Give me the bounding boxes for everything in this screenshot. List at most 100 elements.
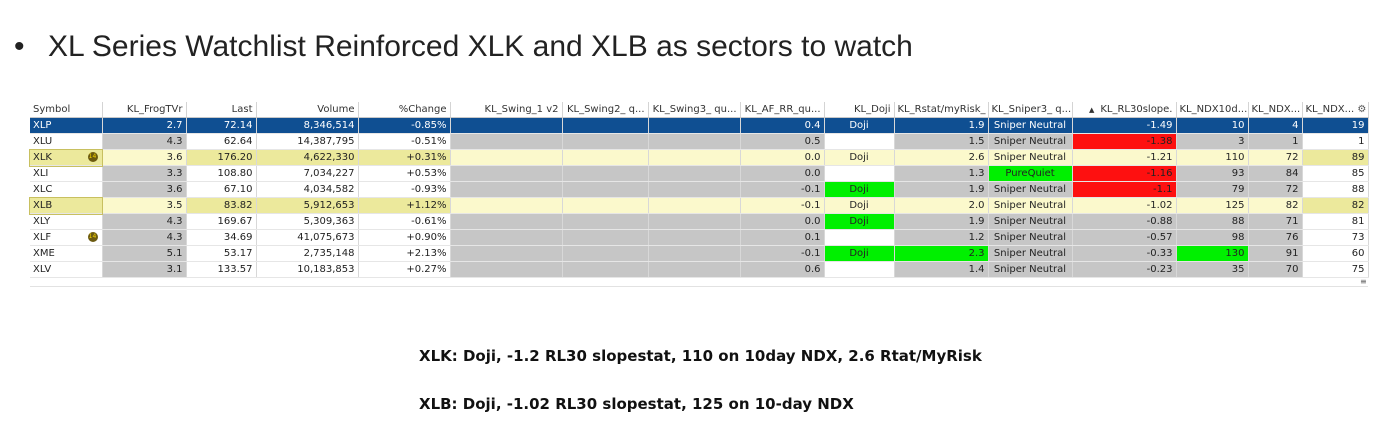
swing3-cell[interactable] [648, 181, 741, 198]
rl30-cell[interactable]: -1.16 [1072, 165, 1177, 182]
rl30-cell[interactable]: -0.23 [1072, 261, 1177, 278]
change-cell[interactable]: +0.31% [358, 149, 451, 166]
doji-cell[interactable]: Doji [824, 117, 895, 134]
symbol-cell[interactable]: XLB [29, 196, 103, 215]
doji-cell[interactable]: Doji [824, 181, 895, 198]
volume-cell[interactable]: 4,034,582 [256, 181, 359, 198]
sniper-cell[interactable]: Sniper Neutral [988, 213, 1073, 230]
col-header-change[interactable]: %Change [358, 102, 451, 118]
swing2-cell[interactable] [562, 181, 649, 198]
swing3-cell[interactable] [648, 133, 741, 150]
swing3-cell[interactable] [648, 229, 741, 246]
col-header-swing1[interactable]: KL_Swing_1 v2 [450, 102, 563, 118]
afrr-cell[interactable]: 0.0 [740, 149, 825, 166]
change-cell[interactable]: +0.27% [358, 261, 451, 278]
swing3-cell[interactable] [648, 261, 741, 278]
change-cell[interactable]: +0.53% [358, 165, 451, 182]
last-cell[interactable]: 72.14 [186, 117, 257, 134]
frogtvr-cell[interactable]: 2.7 [102, 117, 187, 134]
rl30-cell[interactable]: -0.88 [1072, 213, 1177, 230]
swing1-cell[interactable] [450, 181, 563, 198]
scroll-grip-icon[interactable]: ≡ [1360, 277, 1367, 286]
col-header-doji[interactable]: KL_Doji [824, 102, 895, 118]
last-cell[interactable]: 108.80 [186, 165, 257, 182]
change-cell[interactable]: -0.85% [358, 117, 451, 134]
rstat-cell[interactable]: 2.6 [894, 149, 989, 166]
doji-cell[interactable]: Doji [824, 245, 895, 262]
ndxa-cell[interactable]: 70 [1248, 261, 1303, 278]
swing3-cell[interactable] [648, 165, 741, 182]
rstat-cell[interactable]: 2.0 [894, 197, 989, 214]
ndx10-cell[interactable]: 88 [1176, 213, 1249, 230]
ndx10-cell[interactable]: 125 [1176, 197, 1249, 214]
alert-badge-icon[interactable]: 14 [87, 152, 98, 162]
table-row[interactable]: XLI 3.3 108.80 7,034,227 +0.53% 0.0 1.3 PureQui… [30, 165, 1369, 182]
ndxb-cell[interactable]: 82 [1302, 197, 1369, 214]
last-cell[interactable]: 176.20 [186, 149, 257, 166]
rstat-cell[interactable]: 1.2 [894, 229, 989, 246]
swing3-cell[interactable] [648, 197, 741, 214]
rstat-cell[interactable]: 1.9 [894, 213, 989, 230]
rstat-cell[interactable]: 1.4 [894, 261, 989, 278]
ndxa-cell[interactable]: 72 [1248, 181, 1303, 198]
ndxa-cell[interactable]: 72 [1248, 149, 1303, 166]
symbol-cell[interactable]: XLV [30, 261, 103, 278]
ndxa-cell[interactable]: 91 [1248, 245, 1303, 262]
col-header-afrr[interactable]: KL_AF_RR_qu... [740, 102, 825, 118]
swing3-cell[interactable] [648, 149, 741, 166]
swing3-cell[interactable] [648, 245, 741, 262]
frogtvr-cell[interactable]: 3.1 [102, 261, 187, 278]
last-cell[interactable]: 133.57 [186, 261, 257, 278]
swing1-cell[interactable] [450, 229, 563, 246]
ndx10-cell[interactable]: 10 [1176, 117, 1249, 134]
gear-icon[interactable]: ⚙ [1357, 104, 1367, 115]
last-cell[interactable]: 67.10 [186, 181, 257, 198]
col-header-volume[interactable]: Volume [256, 102, 359, 118]
swing3-cell[interactable] [648, 213, 741, 230]
col-header-ndxa[interactable]: KL_NDX... [1248, 102, 1303, 118]
swing1-cell[interactable] [450, 213, 563, 230]
doji-cell[interactable]: Doji [824, 149, 895, 166]
sniper-cell[interactable]: Sniper Neutral [988, 181, 1073, 198]
change-cell[interactable]: -0.51% [358, 133, 451, 150]
symbol-cell[interactable]: XLC [30, 181, 103, 198]
afrr-cell[interactable]: 0.5 [740, 133, 825, 150]
table-row[interactable]: XLB 3.5 83.82 5,912,653 +1.12% -0.1 Doji 2.0 Sni… [29, 196, 1369, 215]
symbol-cell[interactable]: XLP [30, 117, 103, 134]
frogtvr-cell[interactable]: 4.3 [102, 133, 187, 150]
swing2-cell[interactable] [562, 213, 649, 230]
ndxa-cell[interactable]: 84 [1248, 165, 1303, 182]
ndx10-cell[interactable]: 93 [1176, 165, 1249, 182]
table-row[interactable]: XLF 14 4.3 34.69 41,075,673 +0.90% 0.1 1.2 Snipe… [30, 229, 1369, 246]
col-header-ndx10[interactable]: KL_NDX10d... [1176, 102, 1249, 118]
table-row[interactable]: XLU 4.3 62.64 14,387,795 -0.51% 0.5 1.5 Sniper … [30, 133, 1369, 150]
afrr-cell[interactable]: -0.1 [740, 197, 825, 214]
sniper-cell[interactable]: Sniper Neutral [988, 229, 1073, 246]
afrr-cell[interactable]: 0.1 [740, 229, 825, 246]
ndxa-cell[interactable]: 4 [1248, 117, 1303, 134]
col-header-ndxb[interactable]: KL_NDX... ⚙ [1302, 102, 1369, 118]
table-row[interactable]: XLC 3.6 67.10 4,034,582 -0.93% -0.1 Doji 1.9 Sni… [30, 181, 1369, 198]
rl30-cell[interactable]: -1.1 [1072, 181, 1177, 198]
ndx10-cell[interactable]: 110 [1176, 149, 1249, 166]
frogtvr-cell[interactable]: 3.3 [102, 165, 187, 182]
ndx10-cell[interactable]: 130 [1176, 245, 1249, 262]
ndxb-cell[interactable]: 89 [1302, 149, 1369, 166]
sniper-cell[interactable]: Sniper Neutral [988, 261, 1073, 278]
afrr-cell[interactable]: 0.0 [740, 213, 825, 230]
ndx10-cell[interactable]: 35 [1176, 261, 1249, 278]
change-cell[interactable]: +1.12% [358, 197, 451, 214]
last-cell[interactable]: 83.82 [186, 197, 257, 214]
change-cell[interactable]: -0.93% [358, 181, 451, 198]
swing2-cell[interactable] [562, 229, 649, 246]
col-header-sniper[interactable]: KL_Sniper3_ q... [988, 102, 1073, 118]
swing2-cell[interactable] [562, 197, 649, 214]
table-row[interactable]: XLP 2.7 72.14 8,346,514 -0.85% 0.4 Doji 1.9 Snip… [30, 117, 1369, 134]
afrr-cell[interactable]: 0.4 [740, 117, 825, 134]
swing2-cell[interactable] [562, 133, 649, 150]
afrr-cell[interactable]: -0.1 [740, 181, 825, 198]
rl30-cell[interactable]: -1.02 [1072, 197, 1177, 214]
ndxa-cell[interactable]: 82 [1248, 197, 1303, 214]
frogtvr-cell[interactable]: 4.3 [102, 213, 187, 230]
doji-cell[interactable] [824, 261, 895, 278]
